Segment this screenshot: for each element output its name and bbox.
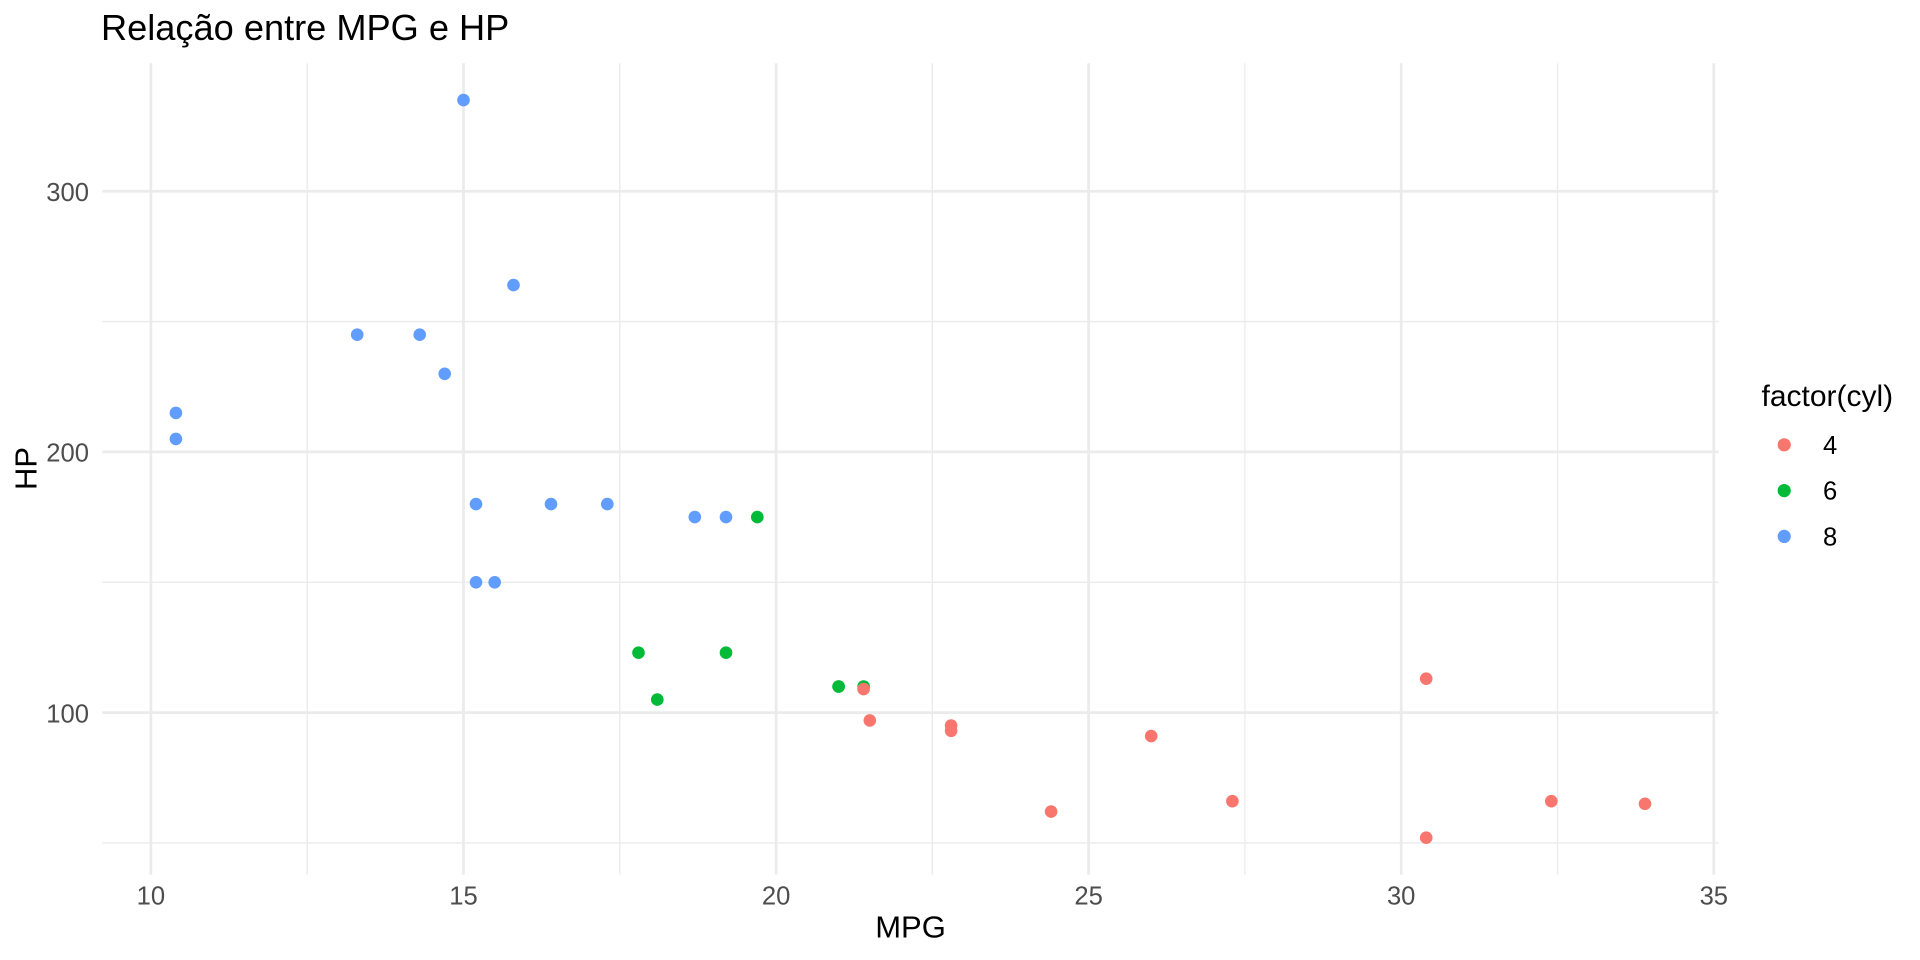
svg-text:6: 6 — [1823, 478, 1837, 506]
svg-text:25: 25 — [1074, 883, 1102, 911]
svg-text:HP: HP — [9, 447, 44, 490]
svg-text:4: 4 — [1823, 432, 1837, 460]
svg-text:35: 35 — [1700, 883, 1728, 911]
svg-text:300: 300 — [46, 179, 89, 207]
svg-text:MPG: MPG — [875, 910, 946, 945]
svg-text:factor(cyl): factor(cyl) — [1762, 380, 1894, 413]
svg-text:8: 8 — [1823, 523, 1837, 551]
svg-text:Relação entre MPG e HP: Relação entre MPG e HP — [101, 7, 509, 48]
svg-text:200: 200 — [46, 440, 89, 468]
svg-text:100: 100 — [46, 700, 89, 728]
svg-text:20: 20 — [762, 883, 790, 911]
svg-text:15: 15 — [449, 883, 477, 911]
svg-text:10: 10 — [137, 883, 165, 911]
svg-text:30: 30 — [1387, 883, 1415, 911]
